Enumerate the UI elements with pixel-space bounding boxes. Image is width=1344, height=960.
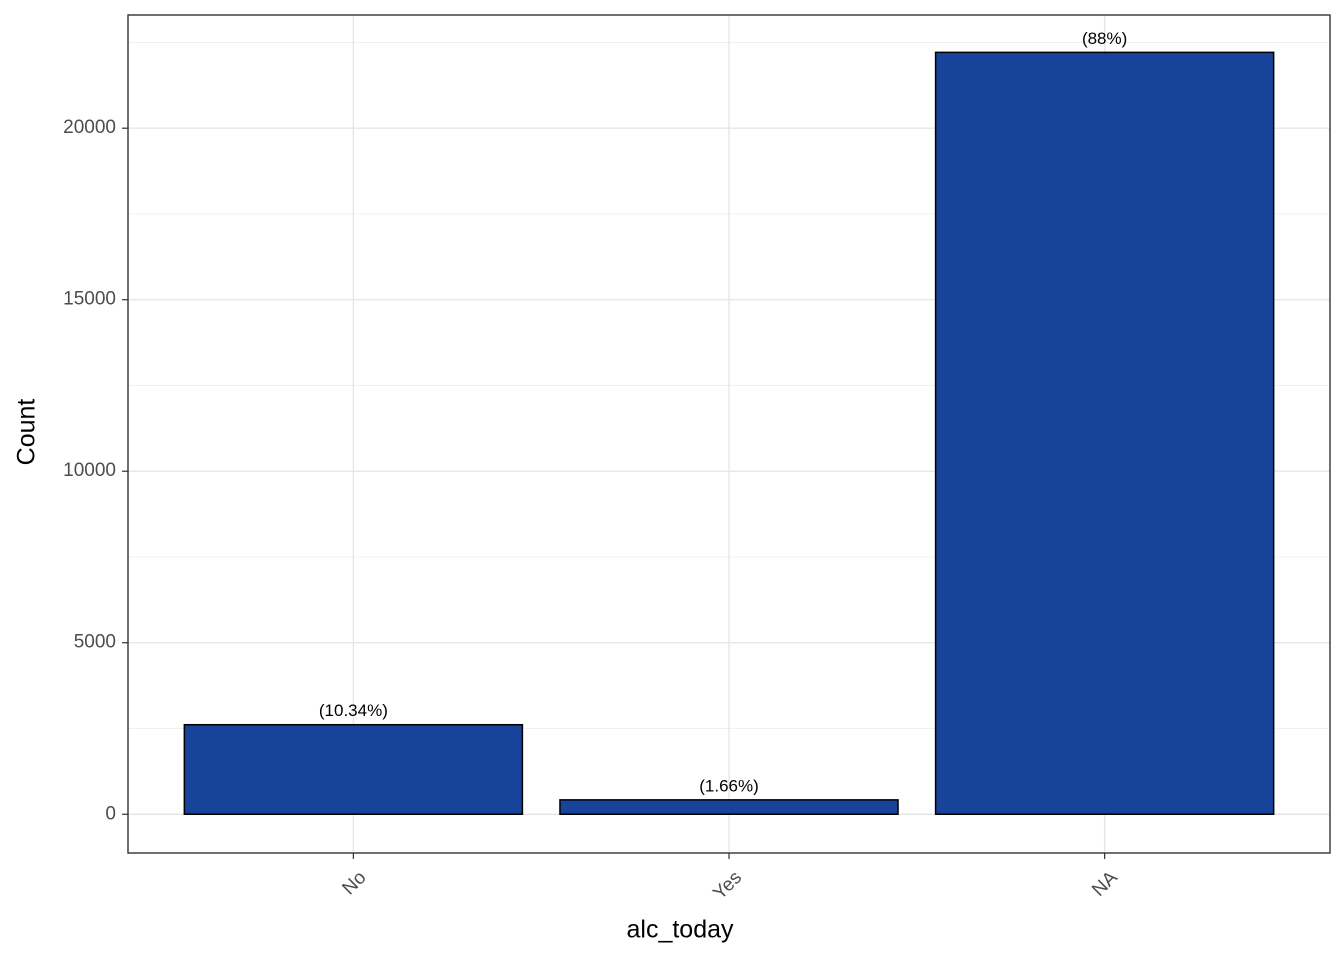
x-tick-label: No [338, 867, 370, 899]
y-tick-label: 20000 [63, 117, 116, 138]
y-tick-label: 0 [105, 803, 116, 824]
y-tick-label: 5000 [74, 632, 116, 653]
plot-border [127, 14, 1331, 854]
value-label: (10.34%) [319, 701, 388, 720]
x-tick-label: NA [1088, 867, 1122, 901]
bar [183, 723, 524, 815]
x-tick-label: Yes [709, 867, 746, 904]
value-label: (88%) [1082, 29, 1127, 48]
x-axis-title: alc_today [626, 916, 734, 944]
value-label: (1.66%) [699, 776, 759, 795]
y-tick-label: 10000 [63, 460, 116, 481]
y-axis-title: Count [13, 399, 41, 466]
bar [934, 51, 1275, 815]
y-tick-label: 15000 [63, 289, 116, 310]
bar [559, 799, 899, 815]
